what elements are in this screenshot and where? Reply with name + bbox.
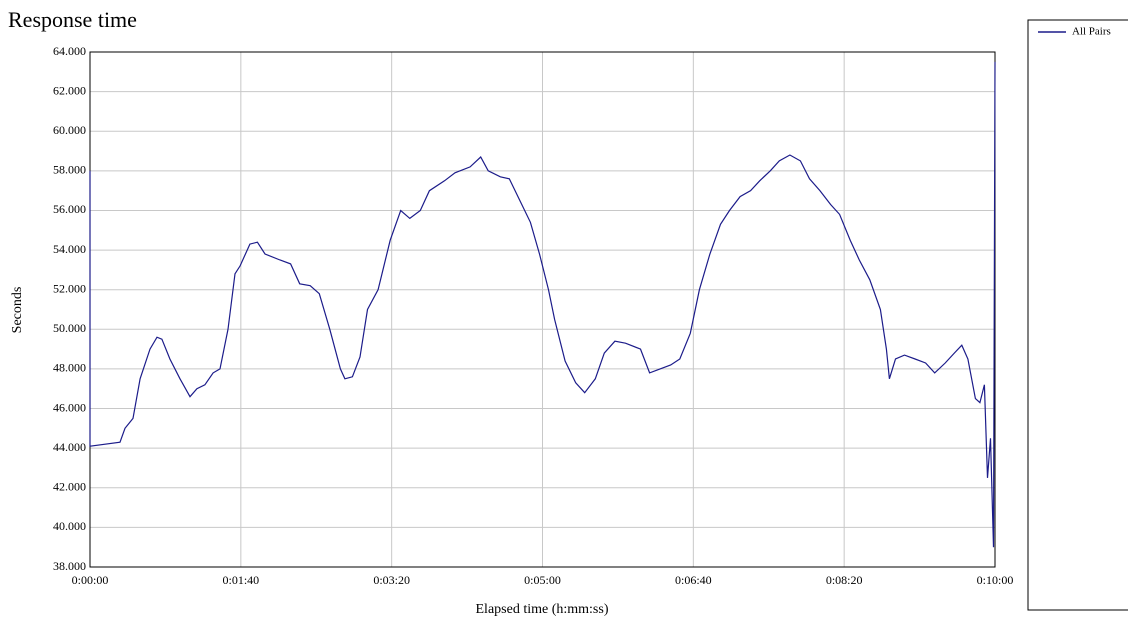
y-tick-label: 64.000 [53, 44, 86, 58]
y-tick-label: 42.000 [53, 480, 86, 494]
chart-title: Response time [8, 7, 137, 32]
y-tick-label: 54.000 [53, 242, 86, 256]
y-tick-label: 40.000 [53, 519, 86, 533]
x-axis-label: Elapsed time (h:mm:ss) [476, 602, 609, 617]
y-tick-label: 38.000 [53, 559, 86, 573]
legend-label: All Pairs [1072, 26, 1111, 38]
x-tick-label: 0:03:20 [373, 573, 410, 587]
data-line [89, 61, 996, 548]
x-tick-label: 0:10:00 [977, 573, 1014, 587]
x-tick-label: 0:01:40 [222, 573, 259, 587]
legend-box [1027, 19, 1128, 611]
x-tick-label: 0:06:40 [675, 573, 712, 587]
y-tick-label: 60.000 [53, 123, 86, 137]
y-tick-label: 58.000 [53, 163, 86, 177]
y-axis-label: Seconds [10, 287, 25, 334]
x-tick-label: 0:00:00 [72, 573, 109, 587]
y-tick-label: 62.000 [53, 83, 86, 97]
y-tick-label: 52.000 [53, 281, 86, 295]
y-tick-label: 50.000 [53, 321, 86, 335]
y-tick-label: 56.000 [53, 202, 86, 216]
y-tick-label: 44.000 [53, 440, 86, 454]
x-tick-label: 0:08:20 [826, 573, 863, 587]
x-tick-label: 0:05:00 [524, 573, 561, 587]
y-tick-label: 46.000 [53, 400, 86, 414]
y-tick-label: 48.000 [53, 361, 86, 375]
